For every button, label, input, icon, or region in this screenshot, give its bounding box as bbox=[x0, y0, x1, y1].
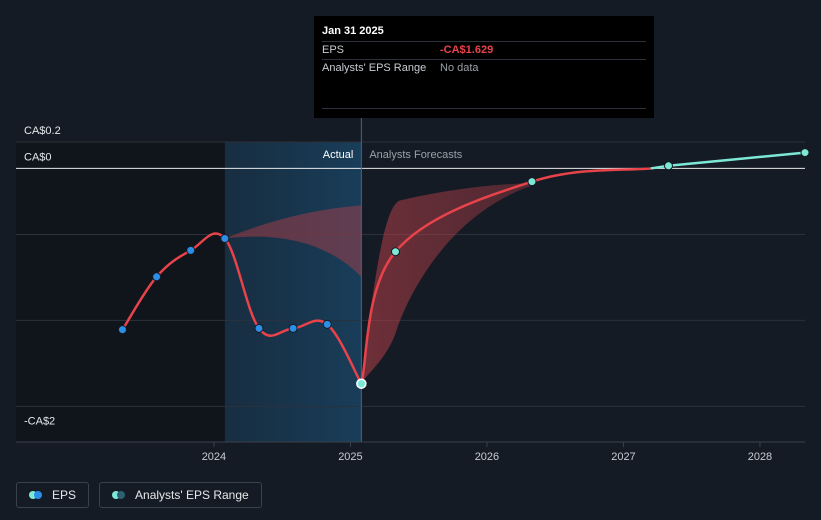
eps-forecast-point-4 bbox=[800, 148, 810, 158]
x-tick-label-2028: 2028 bbox=[748, 451, 772, 463]
forecast-section-label: Analysts Forecasts bbox=[369, 149, 462, 161]
forecast-eps-range-band bbox=[361, 182, 532, 384]
chart-legend: EPS Analysts' EPS Range bbox=[16, 482, 262, 508]
eps-actual-point-1 bbox=[152, 272, 162, 282]
tooltip-divider bbox=[322, 108, 646, 109]
eps-actual-point-0 bbox=[117, 325, 127, 335]
tooltip-eps-label: EPS bbox=[322, 44, 345, 56]
chart-text: 2024 2025 2026 2027 2028 CA$0.2 CA$0 -CA$2 Actua… bbox=[24, 125, 772, 463]
eps-forecast-point-2 bbox=[527, 177, 537, 187]
legend-eps[interactable]: EPS bbox=[16, 482, 90, 508]
eps-actual-point-7 bbox=[356, 378, 367, 389]
tooltip-eps-value: -CA$1.629 bbox=[440, 44, 494, 56]
x-tick-label-2027: 2027 bbox=[611, 451, 635, 463]
axes bbox=[16, 441, 805, 447]
actual-highlight-region bbox=[224, 142, 362, 442]
eps-forecast-point-3 bbox=[663, 161, 673, 171]
past-eps-range-band bbox=[224, 205, 362, 277]
y-tick-label-0: CA$0.2 bbox=[24, 125, 61, 137]
y-tick-label-1: CA$0 bbox=[24, 151, 52, 163]
past-dark-region bbox=[16, 142, 225, 442]
range-bands bbox=[224, 182, 532, 384]
eps-forecast-line-loss bbox=[360, 167, 651, 385]
tooltip-row-range: Analysts' EPS Range No data bbox=[322, 60, 646, 77]
eps-actual-point-5 bbox=[288, 323, 298, 333]
legend-range-dot-b bbox=[117, 491, 126, 499]
eps-actual-point-6 bbox=[322, 319, 332, 329]
x-tick-label-2024: 2024 bbox=[202, 451, 226, 463]
hover-tooltip: Jan 31 2025 EPS -CA$1.629 Analysts' EPS … bbox=[314, 16, 654, 118]
legend-eps-dot-b bbox=[34, 491, 42, 499]
eps-actual-point-3 bbox=[220, 233, 230, 243]
shaded-regions bbox=[16, 142, 362, 442]
eps-forecast-line-profit bbox=[650, 151, 806, 170]
tooltip-date: Jan 31 2025 bbox=[322, 24, 646, 42]
legend-eps-range[interactable]: Analysts' EPS Range bbox=[99, 482, 262, 508]
legend-range-dot-a bbox=[112, 491, 121, 499]
legend-eps-dot-a bbox=[29, 491, 37, 499]
legend-range-label: Analysts' EPS Range bbox=[135, 488, 249, 502]
eps-actual-point-4 bbox=[254, 323, 264, 333]
eps-points bbox=[117, 148, 810, 389]
y-tick-label-2: -CA$2 bbox=[24, 416, 55, 428]
x-tick-label-2026: 2026 bbox=[475, 451, 499, 463]
tooltip-row-eps: EPS -CA$1.629 bbox=[322, 42, 646, 60]
eps-range-legend-icon bbox=[112, 491, 126, 499]
actual-section-label: Actual bbox=[323, 149, 354, 161]
x-tick-label-2025: 2025 bbox=[338, 451, 362, 463]
eps-legend-icon bbox=[29, 491, 43, 499]
eps-forecast-point-1 bbox=[390, 247, 400, 257]
tooltip-range-label: Analysts' EPS Range bbox=[322, 62, 427, 74]
tooltip-range-value: No data bbox=[440, 62, 479, 74]
grid-lines bbox=[16, 116, 805, 442]
legend-eps-label: EPS bbox=[52, 488, 77, 502]
eps-actual-point-2 bbox=[186, 245, 196, 255]
